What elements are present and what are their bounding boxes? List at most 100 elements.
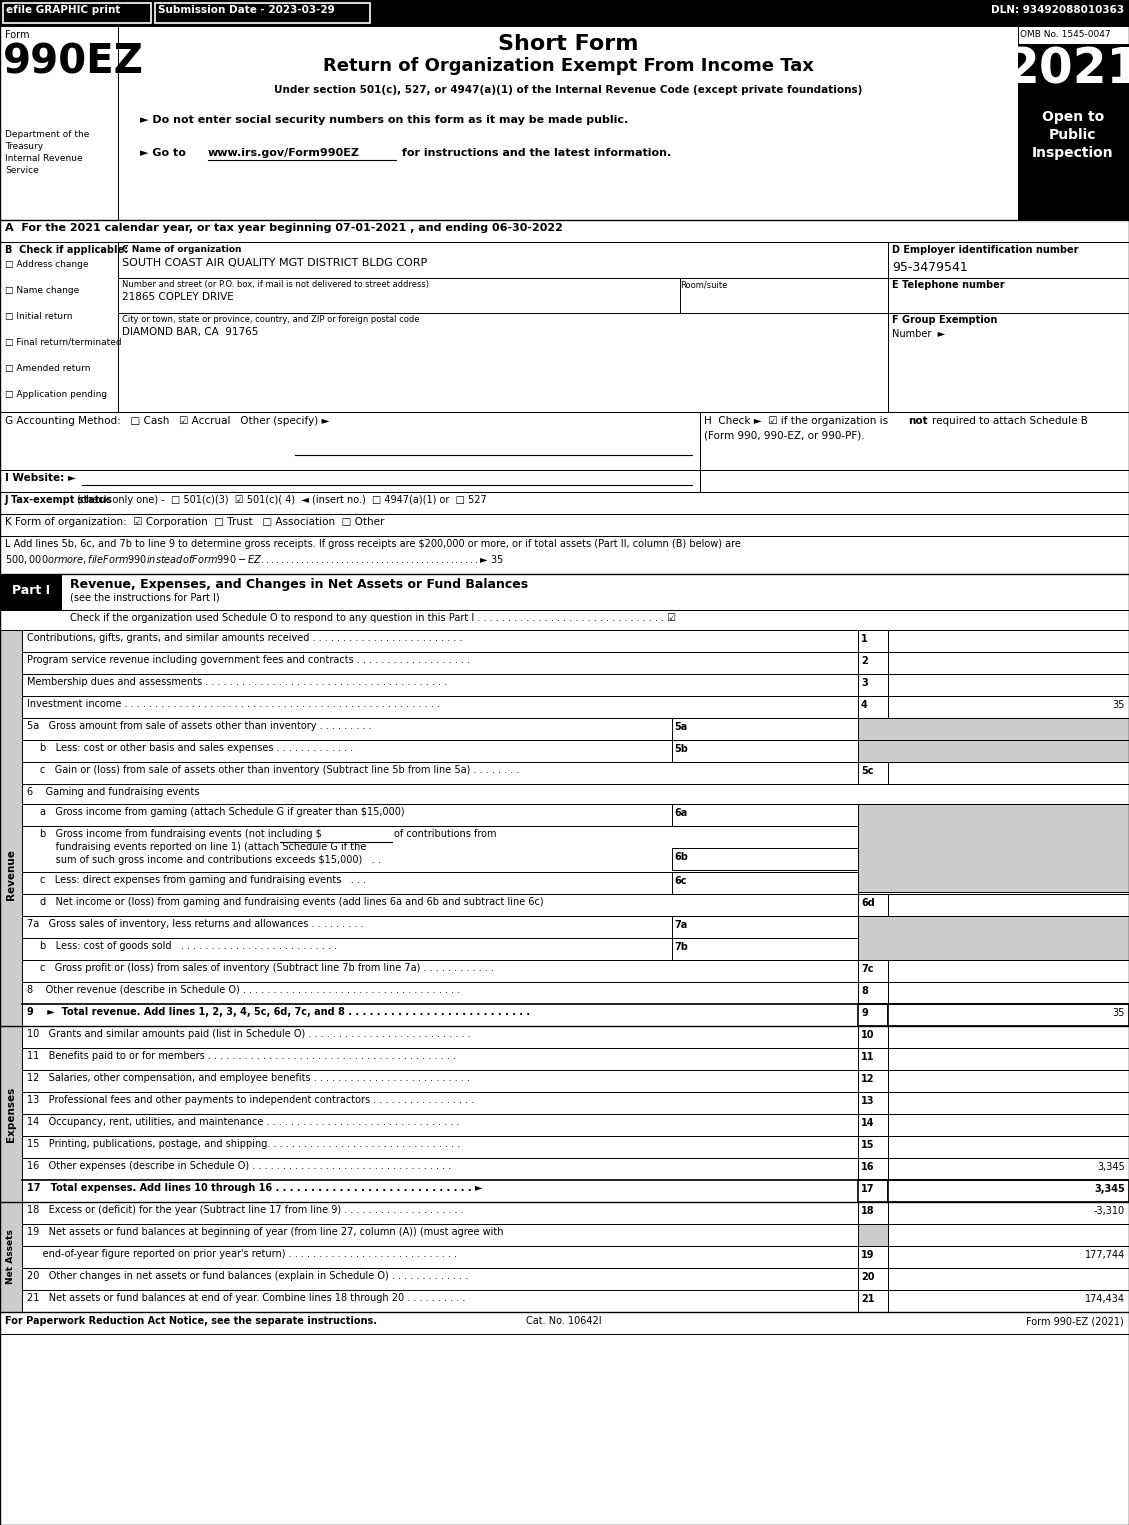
Bar [0, 630, 21, 1119]
Text: Under section 501(c), 527, or 4947(a)(1) of the Internal Revenue Code (except pr: Under section 501(c), 527, or 4947(a)(1)… [274, 85, 863, 95]
Bar [858, 1026, 889, 1048]
Bar [672, 718, 858, 740]
Bar [858, 762, 889, 784]
Bar [858, 917, 1129, 961]
Bar [3, 3, 151, 23]
Bar [858, 894, 889, 917]
Text: 20: 20 [861, 1272, 875, 1283]
Text: Investment income . . . . . . . . . . . . . . . . . . . . . . . . . . . . . . . : Investment income . . . . . . . . . . . … [27, 698, 440, 709]
Text: 21865 COPLEY DRIVE: 21865 COPLEY DRIVE [122, 291, 234, 302]
Bar [1018, 44, 1129, 102]
Text: 7a: 7a [674, 920, 688, 930]
Text: H  Check ►  ☑ if the organization is: H Check ► ☑ if the organization is [704, 416, 892, 425]
Bar [889, 1157, 1129, 1180]
Bar [889, 695, 1129, 718]
Text: J Tax-exempt status: J Tax-exempt status [5, 496, 113, 505]
Text: 3,345: 3,345 [1097, 1162, 1124, 1173]
Text: for instructions and the latest information.: for instructions and the latest informat… [399, 148, 672, 159]
Bar [858, 653, 889, 674]
Bar [1018, 26, 1129, 220]
Text: Room/suite: Room/suite [680, 281, 727, 290]
Bar [119, 242, 889, 412]
Text: DLN: 93492088010363: DLN: 93492088010363 [991, 5, 1124, 15]
Bar [700, 412, 1129, 470]
Text: $500,000 or more, file Form 990 instead of Form 990-EZ . . . . . . . . . . . . .: $500,000 or more, file Form 990 instead … [5, 554, 505, 566]
Bar [0, 1202, 21, 1312]
Text: www.irs.gov/Form990EZ: www.irs.gov/Form990EZ [208, 148, 360, 159]
Text: 11: 11 [861, 1052, 875, 1061]
Text: 6c: 6c [674, 875, 686, 886]
Bar [858, 1048, 889, 1071]
Text: City or town, state or province, country, and ZIP or foreign postal code: City or town, state or province, country… [122, 316, 420, 323]
Text: □ Initial return: □ Initial return [5, 313, 72, 320]
Text: 21   Net assets or fund balances at end of year. Combine lines 18 through 20 . .: 21 Net assets or fund balances at end of… [27, 1293, 465, 1302]
Text: 6b: 6b [674, 852, 688, 862]
Text: 15   Printing, publications, postage, and shipping. . . . . . . . . . . . . . . : 15 Printing, publications, postage, and … [27, 1139, 461, 1148]
Text: 5a: 5a [674, 721, 688, 732]
Text: A  For the 2021 calendar year, or tax year beginning 07-01-2021 , and ending 06-: A For the 2021 calendar year, or tax yea… [5, 223, 563, 233]
Bar [0, 220, 1129, 242]
Text: I Website: ►: I Website: ► [5, 473, 76, 483]
Text: DIAMOND BAR, CA  91765: DIAMOND BAR, CA 91765 [122, 326, 259, 337]
Text: □ Address change: □ Address change [5, 259, 88, 268]
Text: 17   Total expenses. Add lines 10 through 16 . . . . . . . . . . . . . . . . . .: 17 Total expenses. Add lines 10 through … [27, 1183, 482, 1193]
Bar [889, 982, 1129, 1003]
Bar [889, 894, 1129, 917]
Bar [672, 740, 858, 762]
Text: E Telephone number: E Telephone number [892, 281, 1005, 290]
Text: Check if the organization used Schedule O to respond to any question in this Par: Check if the organization used Schedule … [70, 613, 676, 624]
Text: Internal Revenue: Internal Revenue [5, 154, 82, 163]
Bar [0, 0, 1129, 26]
Text: Inspection: Inspection [1032, 146, 1114, 160]
Text: of contributions from: of contributions from [394, 830, 497, 839]
Text: Treasury: Treasury [5, 142, 43, 151]
Bar [858, 1136, 889, 1157]
Bar [0, 1026, 21, 1202]
Bar [858, 740, 1129, 762]
Text: ► Do not enter social security numbers on this form as it may be made public.: ► Do not enter social security numbers o… [140, 114, 628, 125]
Text: For Paperwork Reduction Act Notice, see the separate instructions.: For Paperwork Reduction Act Notice, see … [5, 1316, 377, 1327]
Bar [672, 917, 858, 938]
Text: c   Less: direct expenses from gaming and fundraising events   . . .: c Less: direct expenses from gaming and … [40, 875, 366, 884]
Text: 21: 21 [861, 1295, 875, 1304]
Bar [889, 1202, 1129, 1225]
Bar [0, 493, 1129, 514]
Bar [672, 938, 858, 961]
Text: 20   Other changes in net assets or fund balances (explain in Schedule O) . . . : 20 Other changes in net assets or fund b… [27, 1270, 469, 1281]
Text: Part I: Part I [12, 584, 50, 596]
Bar [889, 1267, 1129, 1290]
Bar [889, 1246, 1129, 1267]
Text: 16   Other expenses (describe in Schedule O) . . . . . . . . . . . . . . . . . .: 16 Other expenses (describe in Schedule … [27, 1161, 452, 1171]
Text: 1: 1 [861, 634, 868, 644]
Text: (see the instructions for Part I): (see the instructions for Part I) [70, 593, 220, 602]
Text: D Employer identification number: D Employer identification number [892, 246, 1078, 255]
Text: ► Go to: ► Go to [140, 148, 190, 159]
Text: 35: 35 [1112, 700, 1124, 711]
Text: 10   Grants and similar amounts paid (list in Schedule O) . . . . . . . . . . . : 10 Grants and similar amounts paid (list… [27, 1029, 471, 1039]
Text: 19   Net assets or fund balances at beginning of year (from line 27, column (A)): 19 Net assets or fund balances at beginn… [27, 1228, 504, 1237]
Text: 6    Gaming and fundraising events: 6 Gaming and fundraising events [27, 787, 200, 798]
Bar [0, 470, 700, 493]
Text: (Form 990, 990-EZ, or 990-PF).: (Form 990, 990-EZ, or 990-PF). [704, 430, 865, 441]
Text: 5a   Gross amount from sale of assets other than inventory . . . . . . . . .: 5a Gross amount from sale of assets othe… [27, 721, 371, 730]
Bar [858, 982, 889, 1003]
Text: Department of the: Department of the [5, 130, 89, 139]
Text: 990EZ: 990EZ [3, 43, 143, 82]
Text: 15: 15 [861, 1141, 875, 1150]
Bar [889, 1092, 1129, 1113]
Bar [0, 573, 62, 610]
Text: 95-3479541: 95-3479541 [892, 261, 968, 274]
Text: -3,310: -3,310 [1094, 1206, 1124, 1215]
Text: 3: 3 [861, 679, 868, 688]
Text: 9    ►  Total revenue. Add lines 1, 2, 3, 4, 5c, 6d, 7c, and 8 . . . . . . . . .: 9 ► Total revenue. Add lines 1, 2, 3, 4,… [27, 1006, 531, 1017]
Text: 14   Occupancy, rent, utilities, and maintenance . . . . . . . . . . . . . . . .: 14 Occupancy, rent, utilities, and maint… [27, 1116, 460, 1127]
Bar [672, 872, 858, 894]
Text: 14: 14 [861, 1118, 875, 1128]
Text: C Name of organization: C Name of organization [122, 246, 242, 255]
Bar [858, 961, 889, 982]
Text: not: not [908, 416, 928, 425]
Text: efile GRAPHIC print: efile GRAPHIC print [6, 5, 121, 15]
Bar [858, 1092, 889, 1113]
Bar [672, 804, 858, 827]
Text: 12   Salaries, other compensation, and employee benefits . . . . . . . . . . . .: 12 Salaries, other compensation, and emp… [27, 1074, 470, 1083]
